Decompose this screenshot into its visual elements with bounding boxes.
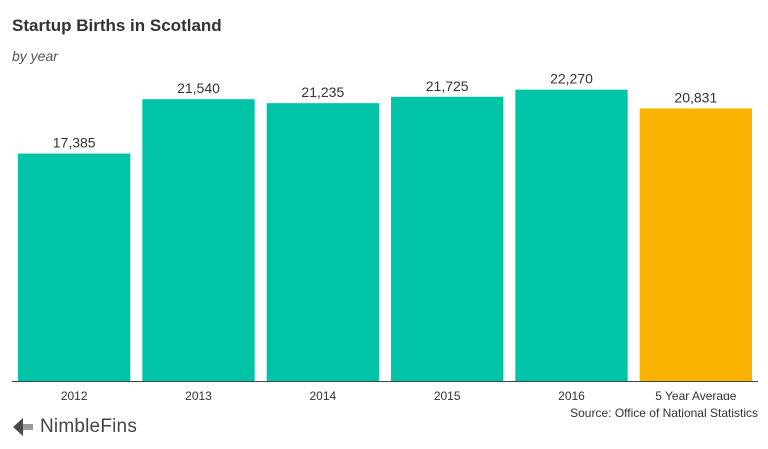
chart-subtitle: by year [12, 48, 58, 64]
bar-3 [391, 96, 504, 381]
bar-0 [18, 153, 131, 381]
source-note: Source: Office of National Statistics [570, 406, 758, 420]
bar-4 [515, 89, 628, 382]
nimblefins-logo-icon [13, 418, 33, 436]
bar-value-label-0: 17,385 [53, 135, 96, 151]
bar-value-label-5: 20,831 [674, 89, 717, 105]
bar-value-label-3: 21,725 [426, 78, 469, 94]
bar-5 [639, 108, 752, 381]
bar-2 [266, 103, 379, 381]
bar-value-label-2: 21,235 [301, 84, 344, 100]
bar-value-label-1: 21,540 [177, 80, 220, 96]
x-tick-label-0: 2012 [61, 389, 88, 400]
chart-title: Startup Births in Scotland [12, 16, 222, 35]
bar-value-label-4: 22,270 [550, 71, 593, 87]
bar-chart: 17,385 2012 21,540 2013 21,235 2014 21,725 2015… [12, 71, 758, 400]
brand-name: NimbleFins [40, 416, 138, 437]
x-tick-label-2: 2014 [309, 389, 336, 400]
bar-1 [142, 99, 255, 381]
x-tick-label-3: 2015 [434, 389, 461, 400]
brand-logo: NimbleFins [12, 416, 137, 438]
x-tick-label-4: 2016 [558, 389, 585, 400]
x-tick-label-5: 5 Year Average [655, 389, 737, 400]
x-tick-label-1: 2013 [185, 389, 212, 400]
